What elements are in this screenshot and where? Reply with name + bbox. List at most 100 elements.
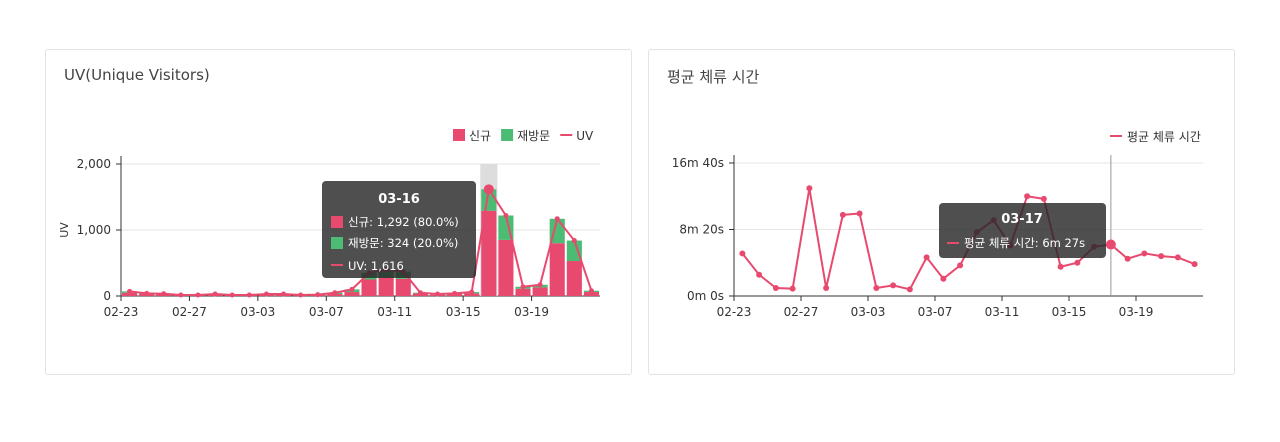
bar-new[interactable] <box>498 239 514 296</box>
tooltip-swatch-new <box>331 216 343 228</box>
y-tick-label: 2,000 <box>77 157 111 171</box>
x-tick-label: 03-19 <box>1119 305 1154 319</box>
uv-point[interactable] <box>161 291 167 297</box>
dwell-point[interactable] <box>873 285 880 292</box>
uv-point[interactable] <box>246 292 252 298</box>
tooltip-box <box>939 203 1106 258</box>
x-tick-label: 03-19 <box>514 305 549 319</box>
dwell-point[interactable] <box>823 285 830 292</box>
dwell-point[interactable] <box>940 275 947 282</box>
tooltip-date: 03-17 <box>1001 212 1043 227</box>
uv-point[interactable] <box>349 286 355 292</box>
bar-revisit[interactable] <box>566 240 582 262</box>
dwell-point[interactable] <box>1074 259 1081 266</box>
tooltip-revisit-line: 재방문: 324 (20.0%) <box>348 236 458 250</box>
legend-swatch <box>453 129 465 141</box>
uv-point[interactable] <box>127 288 133 294</box>
y-axis-label: UV <box>58 222 71 238</box>
uv-point[interactable] <box>483 184 494 195</box>
uv-point[interactable] <box>212 291 218 297</box>
dwell-point[interactable] <box>1174 254 1181 261</box>
dwell-point[interactable] <box>1158 253 1165 260</box>
y-tick-label: 0 <box>103 289 111 303</box>
uv-tooltip: 03-16 신규: 1,292 (80.0%) 재방문: 324 (20.0%) UV… <box>322 181 476 278</box>
uv-point[interactable] <box>332 290 338 296</box>
bar-new[interactable] <box>361 279 377 297</box>
uv-point[interactable] <box>469 289 475 295</box>
uv-point[interactable] <box>520 284 526 290</box>
x-tick-label: 03-15 <box>1052 305 1087 319</box>
uv-point[interactable] <box>434 291 440 297</box>
dwell-point[interactable] <box>739 250 746 257</box>
dwell-point[interactable] <box>1124 255 1131 262</box>
bar-new[interactable] <box>395 278 411 296</box>
dwell-point[interactable] <box>1105 239 1116 250</box>
dwell-point[interactable] <box>906 286 913 293</box>
dwell-point[interactable] <box>789 285 796 292</box>
bar-new[interactable] <box>122 292 138 296</box>
uv-point[interactable] <box>588 288 594 294</box>
uv-point[interactable] <box>571 238 577 244</box>
dwell-point[interactable] <box>1191 261 1198 268</box>
tooltip-swatch-revisit <box>331 237 343 249</box>
dwell-point[interactable] <box>756 271 763 278</box>
uv-point[interactable] <box>178 292 184 298</box>
bar-new[interactable] <box>566 261 582 296</box>
uv-point[interactable] <box>229 292 235 298</box>
uv-line <box>129 186 593 297</box>
tooltip-uv-line: UV: 1,616 <box>348 259 404 273</box>
y-tick-label: 1,000 <box>77 223 111 237</box>
bar-new[interactable] <box>549 243 565 296</box>
bar-new[interactable] <box>378 277 394 296</box>
x-tick-label: 03-07 <box>918 305 953 319</box>
uv-point[interactable] <box>263 291 269 297</box>
uv-point[interactable] <box>503 212 509 218</box>
dwell-chart-title: 평균 체류 시간 <box>667 68 760 86</box>
bar-new[interactable] <box>344 292 360 296</box>
bar-new[interactable] <box>464 293 480 296</box>
x-tick-label: 02-27 <box>172 305 207 319</box>
uv-point[interactable] <box>298 292 304 298</box>
legend-label: 평균 체류 시간 <box>1127 130 1201 144</box>
legend-label: UV <box>576 129 594 143</box>
bar-new[interactable] <box>532 287 548 296</box>
x-tick-label: 03-03 <box>240 305 275 319</box>
tooltip-box <box>322 181 476 278</box>
uv-chart-title: UV(Unique Visitors) <box>64 66 210 84</box>
uv-point[interactable] <box>452 290 458 296</box>
legend-label: 신규 <box>469 129 491 143</box>
dwell-point[interactable] <box>1141 250 1148 257</box>
x-tick-label: 03-11 <box>985 305 1020 319</box>
dwell-point[interactable] <box>839 211 846 218</box>
dwell-point[interactable] <box>806 185 813 192</box>
dwell-point[interactable] <box>957 262 964 269</box>
tooltip-line: 평균 체류 시간: 6m 27s <box>964 236 1085 250</box>
uv-point[interactable] <box>554 216 560 222</box>
dwell-point[interactable] <box>1040 195 1047 202</box>
uv-point[interactable] <box>144 290 150 296</box>
dwell-point[interactable] <box>923 254 930 261</box>
uv-point[interactable] <box>315 292 321 298</box>
dwell-point[interactable] <box>1024 193 1031 200</box>
dwell-point[interactable] <box>1057 263 1064 270</box>
dwell-point[interactable] <box>890 282 897 289</box>
bar-new[interactable] <box>481 210 497 296</box>
bar-new[interactable] <box>583 292 599 296</box>
legend-label: 재방문 <box>517 129 550 143</box>
dwell-tooltip: 03-17 평균 체류 시간: 6m 27s <box>939 203 1106 258</box>
tooltip-new-line: 신규: 1,292 (80.0%) <box>348 215 459 229</box>
uv-point[interactable] <box>537 282 543 288</box>
uv-point[interactable] <box>417 290 423 296</box>
x-tick-label: 02-27 <box>784 305 819 319</box>
y-tick-label: 16m 40s <box>672 156 724 170</box>
bar-new[interactable] <box>515 288 531 296</box>
y-tick-label: 8m 20s <box>679 223 724 237</box>
dwell-point[interactable] <box>772 285 779 292</box>
x-tick-label: 03-07 <box>309 305 344 319</box>
x-tick-label: 03-15 <box>446 305 481 319</box>
uv-point[interactable] <box>281 291 287 297</box>
uv-point[interactable] <box>195 292 201 298</box>
dwell-point[interactable] <box>856 210 863 217</box>
